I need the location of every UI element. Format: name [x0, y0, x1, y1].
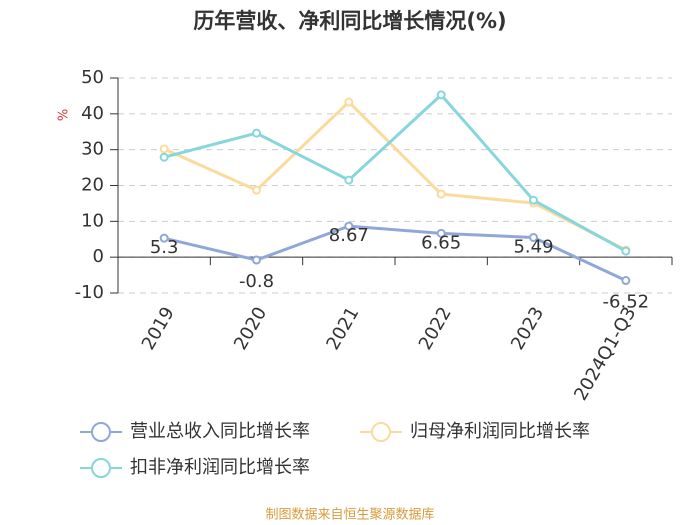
series-line	[163, 92, 627, 253]
source-note: 制图数据来自恒生聚源数据库	[265, 507, 434, 523]
data-label: 5.3	[150, 237, 179, 258]
series-line	[163, 99, 627, 252]
y-tick-label: -10	[75, 282, 104, 303]
data-point	[344, 97, 354, 107]
data-point	[252, 185, 261, 195]
x-tick-label: 2022	[415, 304, 456, 354]
legend-icon	[91, 458, 111, 478]
x-tick-label: 2019	[138, 304, 179, 354]
x-tick-label: 2020	[230, 304, 271, 354]
data-point	[344, 221, 354, 231]
x-tick-label: 2024Q1-Q3	[570, 304, 640, 405]
y-tick-label: 30	[81, 139, 104, 160]
y-tick-label: 10	[81, 210, 104, 231]
data-label: -0.8	[239, 271, 274, 292]
legend-icon	[91, 422, 111, 442]
series-line	[163, 224, 627, 282]
y-tick-label: 0	[93, 246, 104, 267]
y-tick-label: 50	[81, 67, 104, 88]
data-point	[436, 90, 446, 100]
data-label: -6.52	[603, 292, 650, 313]
data-point	[159, 144, 169, 154]
x-tick-label: 2021	[322, 304, 363, 354]
y-tick-label: 20	[81, 175, 104, 196]
chart-title: 历年营收、净利同比增长情况(%)	[193, 9, 506, 33]
data-point	[436, 228, 446, 238]
data-point	[252, 255, 261, 265]
data-point	[159, 152, 169, 162]
y-axis-label: %	[57, 109, 72, 121]
data-point	[252, 128, 261, 138]
legend-label: 扣非净利润同比增长率	[130, 457, 310, 478]
data-label: 6.65	[421, 232, 461, 253]
data-point	[529, 195, 538, 205]
data-point	[529, 232, 538, 242]
data-label: 5.49	[513, 236, 553, 257]
y-tick-label: 40	[81, 103, 104, 124]
legend-label: 营业总收入同比增长率	[130, 421, 310, 442]
data-point	[621, 276, 631, 286]
x-tick-label: 2023	[507, 304, 548, 354]
data-point	[436, 189, 446, 199]
data-point	[621, 246, 631, 256]
legend-icon	[371, 422, 391, 442]
data-point	[159, 233, 169, 243]
data-point	[344, 175, 354, 185]
data-label: 8.67	[329, 225, 369, 246]
legend-label: 归母净利润同比增长率	[410, 421, 590, 442]
